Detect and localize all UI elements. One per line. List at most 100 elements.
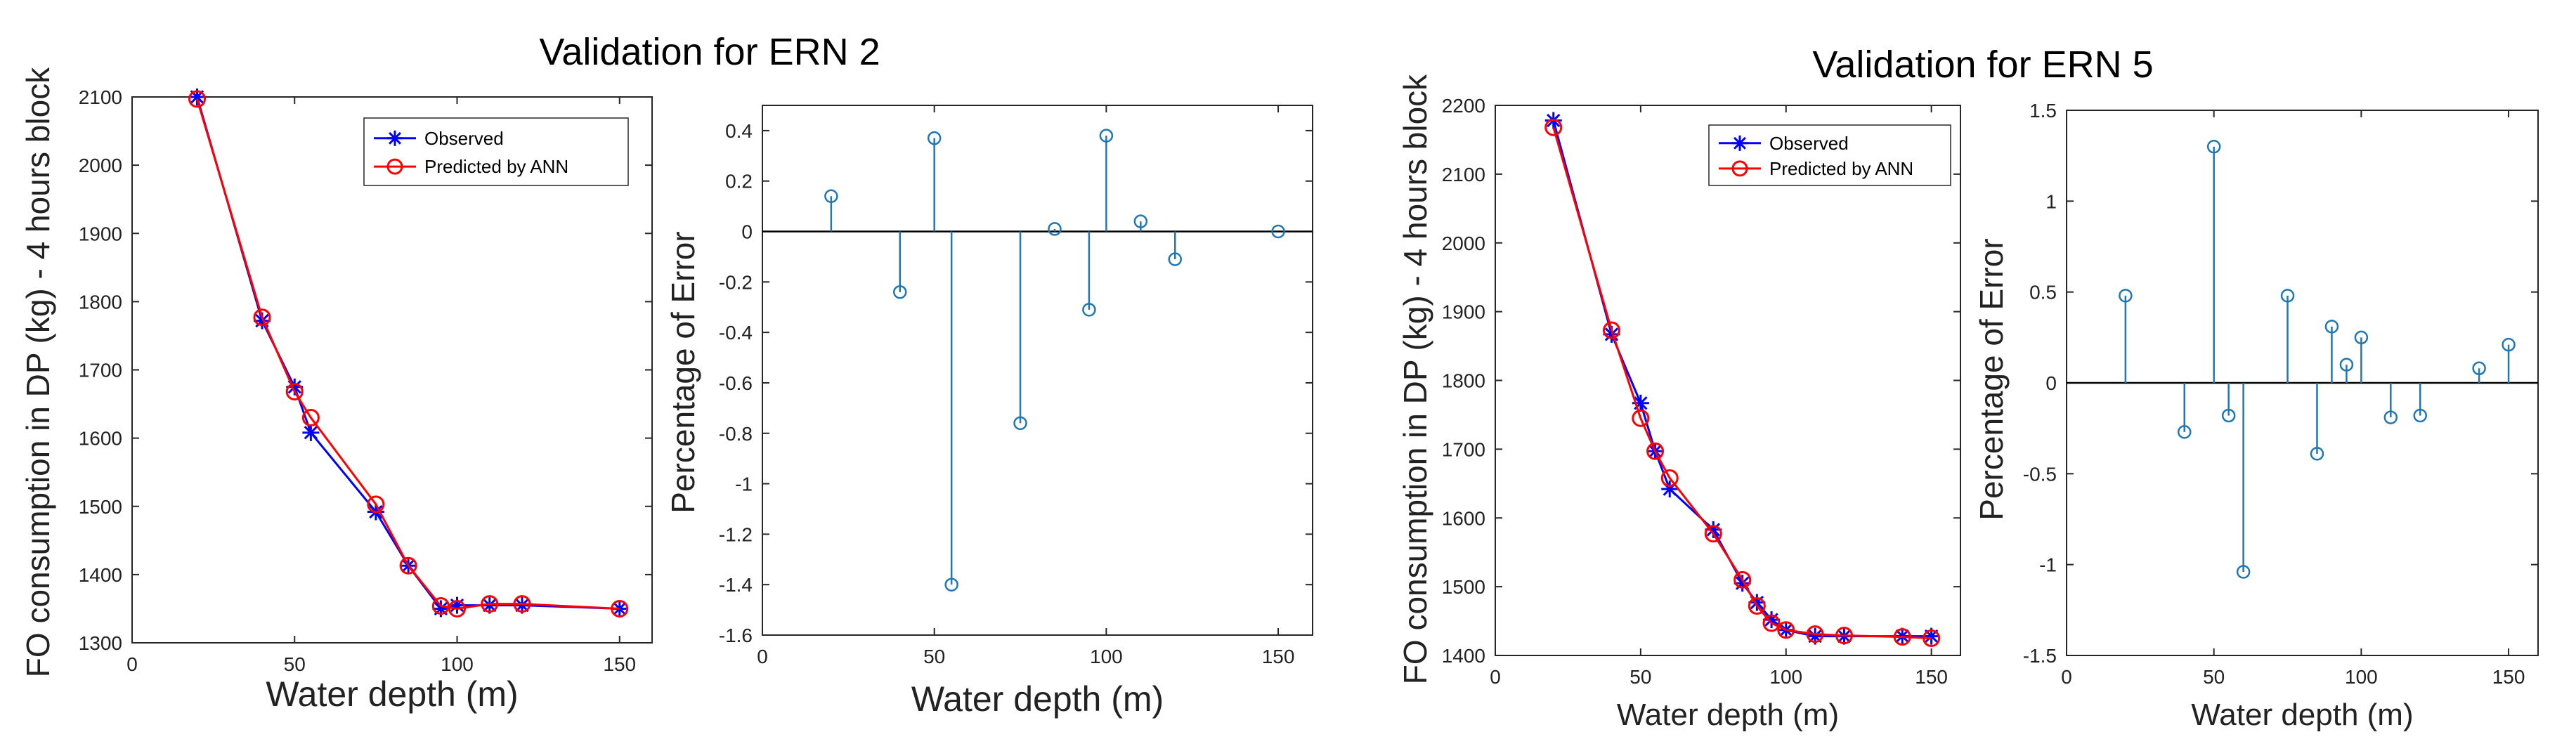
ch1-ylabel: Percentage of Error bbox=[665, 231, 701, 513]
ch3-ytick-label-4: 0.5 bbox=[2029, 282, 2057, 303]
panel-ern5-consumption: 0 50 100 150 1400 1500 1600 1700 1800 1900 2000 210… bbox=[1397, 74, 1961, 732]
ch2-series-1-point-9 bbox=[1777, 621, 1795, 639]
ch2-ytick-label-2: 1600 bbox=[1442, 507, 1485, 529]
ch2-series-0-point-5-d2 bbox=[1706, 523, 1721, 537]
ch0-xtick-label-2: 100 bbox=[441, 653, 474, 675]
ch1-ytick-label-8: 0 bbox=[741, 221, 753, 243]
ch2-legend-marker-0-d2 bbox=[1733, 136, 1746, 150]
ch2-ylabel: FO consumption in DP (kg) - 4 hours bloc… bbox=[1397, 74, 1433, 684]
ch0-series-1-point-8 bbox=[481, 595, 499, 613]
ch3-ytick-label-6: 1.5 bbox=[2029, 100, 2057, 122]
ch0-ytick-label-1: 1400 bbox=[79, 564, 122, 586]
ch3-stem-marker-4 bbox=[2236, 565, 2251, 579]
ch1-stem-marker-6 bbox=[1082, 303, 1096, 317]
ch3-stem-marker-12 bbox=[2472, 361, 2486, 376]
ch0-ytick-label-4: 1700 bbox=[79, 360, 122, 381]
ch1-ytick-label-3: -1 bbox=[735, 474, 753, 495]
ch2-series-1-point-8 bbox=[1762, 614, 1781, 632]
ch2-ytick-label-5: 1900 bbox=[1442, 301, 1485, 323]
ch0-series-1-point-1 bbox=[253, 308, 271, 327]
ch1-ytick-label-7: -0.2 bbox=[719, 271, 753, 293]
ch3-stem-marker-13 bbox=[2502, 337, 2516, 352]
ch3-ytick-label-0: -1.5 bbox=[2023, 645, 2057, 667]
ch2-xtick-label-0: 0 bbox=[1490, 666, 1501, 688]
ch2-series-1-point-6 bbox=[1733, 570, 1752, 589]
ch3-stem-marker-9 bbox=[2354, 330, 2369, 345]
ch2-legend-label-0: Observed bbox=[1769, 133, 1849, 154]
ch2-series-1-point-1 bbox=[1603, 321, 1620, 339]
ch1-ytick-label-6: -0.4 bbox=[719, 322, 753, 344]
ch0-legend-box bbox=[363, 117, 629, 186]
ch3-ytick-label-1: -1 bbox=[2039, 554, 2057, 576]
ch2-ytick-label-0: 1400 bbox=[1442, 645, 1485, 667]
ch2-series-0-point-1-d2 bbox=[1604, 327, 1619, 341]
ch1-xtick-label-3: 150 bbox=[1262, 646, 1295, 667]
ch1-ytick-label-9: 0.2 bbox=[725, 171, 753, 192]
ch1-xtick-label-0: 0 bbox=[757, 646, 768, 667]
ch2-legend-marker-0 bbox=[1732, 135, 1748, 151]
ch3-stem-marker-6 bbox=[2310, 447, 2324, 461]
ch0-series-1-point-10 bbox=[611, 599, 629, 618]
ch1-stem-marker-7 bbox=[1099, 129, 1114, 143]
ch3-ytick-label-2: -0.5 bbox=[2023, 463, 2057, 485]
ch1-stem-marker-9 bbox=[1168, 252, 1182, 266]
ch3-xtick-label-3: 150 bbox=[2492, 666, 2525, 688]
ch0-legend-marker-1 bbox=[386, 158, 403, 175]
ch2-ytick-label-7: 2100 bbox=[1442, 164, 1485, 185]
ch0-ytick-label-5: 1800 bbox=[79, 291, 122, 313]
ch2-series-1-line bbox=[1552, 126, 1932, 640]
ch2-series-0-point-8 bbox=[1763, 611, 1781, 629]
ch0-legend: Observed Predicted by ANN bbox=[363, 117, 629, 186]
ch3-stem-marker-1 bbox=[2178, 425, 2192, 439]
ch1-stem-marker-4 bbox=[1013, 416, 1027, 431]
ch1-ytick-label-10: 0.4 bbox=[725, 120, 753, 142]
ch2-series-1-point-7 bbox=[1748, 597, 1766, 615]
ch1-ytick-label-0: -1.6 bbox=[719, 625, 753, 646]
ch3-xtick-label-0: 0 bbox=[2061, 666, 2072, 688]
ch3-xtick-label-2: 100 bbox=[2345, 666, 2378, 688]
ch2-series-1-point-0 bbox=[1544, 118, 1563, 136]
ch0-series-1-point-3 bbox=[301, 408, 320, 426]
panel-ern2-error: 0 50 100 150 -1.6 -1.4 -1.2 -1 -0.8 -0.6 -0.4 -0.2 0… bbox=[665, 105, 1313, 719]
ch2-series-1-point-5 bbox=[1704, 525, 1722, 543]
ch1-stem-marker-10 bbox=[1271, 224, 1285, 239]
ch0-xtick-label-3: 150 bbox=[603, 653, 636, 675]
ch0-series-1-point-0 bbox=[188, 90, 206, 108]
panel-ern2-consumption: 0 50 100 150 1300 1400 1500 1600 1700 1800 1900 200… bbox=[20, 67, 653, 714]
ch3-xtick-label-1: 50 bbox=[2203, 666, 2225, 688]
ch0-series-0-point-3 bbox=[302, 424, 320, 441]
ch0-series-0-point-2-d2 bbox=[287, 380, 301, 394]
title-ern2: Validation for ERN 2 bbox=[539, 31, 880, 73]
ch2-series-1-point-3 bbox=[1646, 442, 1665, 460]
ch2-xtick-label-2: 100 bbox=[1769, 666, 1802, 688]
ch2-legend-label-1: Predicted by ANN bbox=[1769, 158, 1913, 179]
ch1-ytick-label-1: -1.4 bbox=[719, 574, 753, 596]
ch0-xtick-label-0: 0 bbox=[126, 653, 138, 675]
ch3-ytick-label-3: 0 bbox=[2045, 372, 2057, 394]
panel-ern5-error: 0 50 100 150 -1.5 -1 -0.5 0 0.5 1 1.5 Water depth (… bbox=[1973, 100, 2539, 732]
ch2-xtick-label-1: 50 bbox=[1629, 666, 1651, 688]
ch2-series-1-point-2 bbox=[1632, 409, 1650, 427]
ch3-stem-marker-3 bbox=[2221, 408, 2236, 423]
ch0-ytick-label-8: 2100 bbox=[79, 86, 122, 108]
ch1-stem-marker-0 bbox=[824, 189, 838, 204]
ch0-ytick-label-7: 2000 bbox=[79, 155, 122, 176]
ch0-ylabel: FO consumption in DP (kg) - 4 hours bloc… bbox=[20, 67, 56, 677]
ch0-legend-marker-0 bbox=[387, 130, 403, 146]
ch1-xtick-label-1: 50 bbox=[923, 646, 945, 667]
ch2-ytick-label-1: 1500 bbox=[1442, 576, 1485, 598]
ch2-axes-box bbox=[1495, 105, 1961, 656]
ch1-xlabel: Water depth (m) bbox=[911, 679, 1164, 719]
ch3-xlabel: Water depth (m) bbox=[2191, 698, 2413, 732]
ch3-stem-marker-11 bbox=[2413, 408, 2427, 423]
ch0-series-1-point-6 bbox=[431, 597, 450, 615]
ch0-series-1-line bbox=[196, 98, 620, 610]
ch0-series-1-point-4 bbox=[367, 495, 385, 514]
ch0-xlabel: Water depth (m) bbox=[266, 674, 518, 714]
ch3-stem-marker-2 bbox=[2206, 139, 2221, 154]
ch1-stem-marker-8 bbox=[1133, 214, 1148, 228]
ch1-ytick-label-2: -1.2 bbox=[719, 523, 753, 545]
ch2-legend-box bbox=[1708, 124, 1951, 186]
ch0-series-1-point-7 bbox=[448, 599, 466, 618]
ch1-ytick-label-5: -0.6 bbox=[719, 372, 753, 394]
